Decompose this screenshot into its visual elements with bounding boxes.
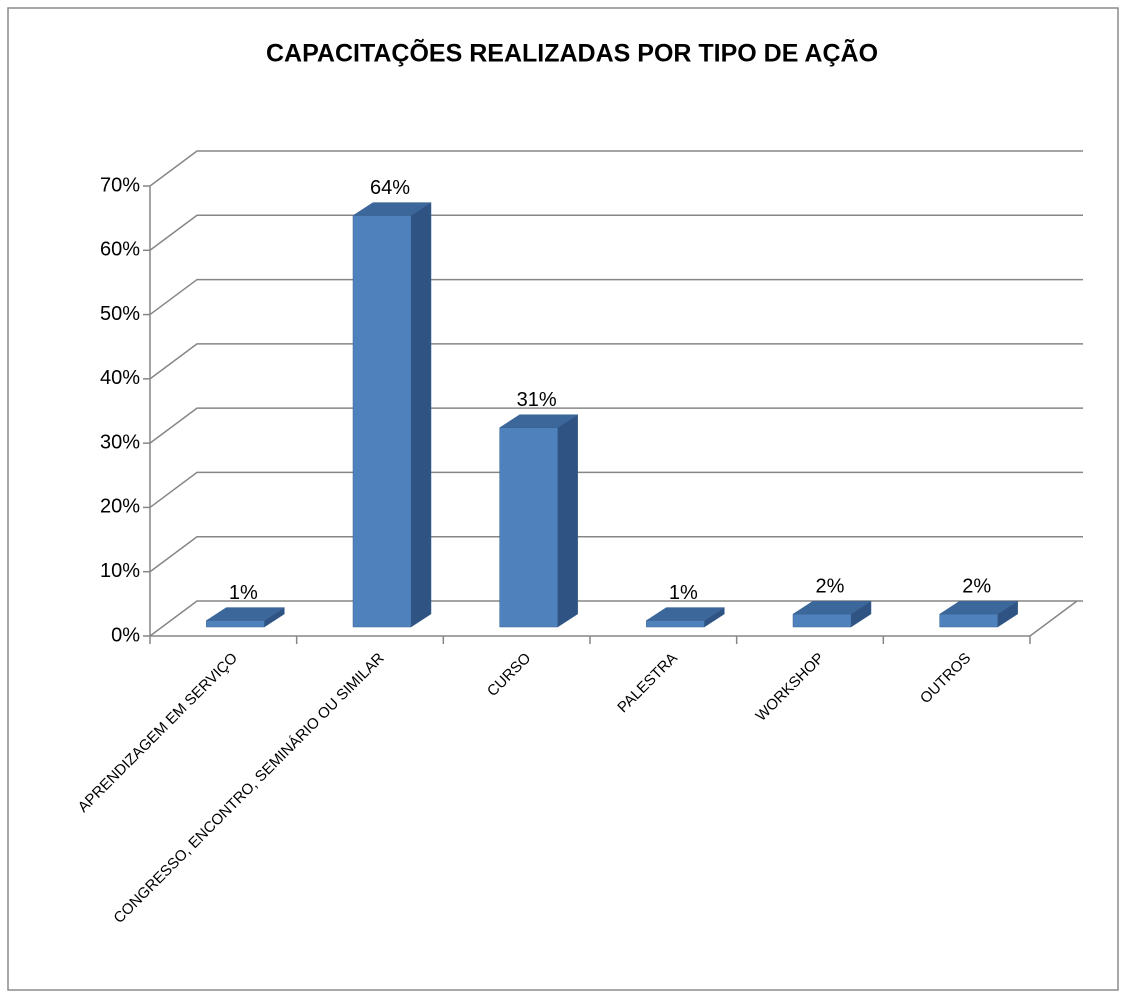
bar	[645, 607, 726, 628]
grid-line	[149, 343, 1083, 380]
bar	[205, 607, 286, 628]
value-label: 31%	[517, 389, 557, 411]
y-tick-label: 20%	[100, 496, 140, 518]
grid-line	[149, 471, 1083, 509]
value-label: 64%	[370, 177, 410, 199]
bar-front	[646, 620, 705, 628]
value-label: 2%	[816, 575, 845, 597]
y-tick-label: 10%	[100, 560, 140, 582]
bar-front	[792, 613, 852, 628]
value-label: 1%	[229, 582, 258, 604]
value-label: 1%	[669, 582, 698, 604]
grid-line	[149, 278, 1083, 316]
bar-front	[352, 215, 412, 628]
bar-front	[499, 427, 558, 628]
value-label: 2%	[962, 575, 991, 597]
y-tick-label: 40%	[100, 367, 140, 389]
y-tick-label: 30%	[100, 431, 140, 453]
y-tick-label: 60%	[100, 239, 140, 261]
grid-line	[149, 407, 1083, 444]
grid-line	[149, 214, 1083, 251]
y-tick-label: 70%	[100, 174, 140, 196]
bar	[938, 600, 1019, 628]
bar-side	[410, 202, 432, 628]
bar	[352, 202, 432, 628]
grid-line	[149, 535, 1083, 573]
bar-side	[557, 414, 578, 628]
chart-title: CAPACITAÇÕES REALIZADAS POR TIPO DE AÇÃO	[266, 38, 878, 68]
y-tick-label: 0%	[111, 624, 140, 646]
bar	[792, 600, 872, 628]
bar-front	[206, 620, 265, 628]
bar	[498, 414, 579, 628]
bar-front	[939, 613, 998, 628]
grid-line	[149, 150, 1083, 187]
grid-line	[149, 600, 1083, 637]
y-tick-label: 50%	[100, 303, 140, 325]
